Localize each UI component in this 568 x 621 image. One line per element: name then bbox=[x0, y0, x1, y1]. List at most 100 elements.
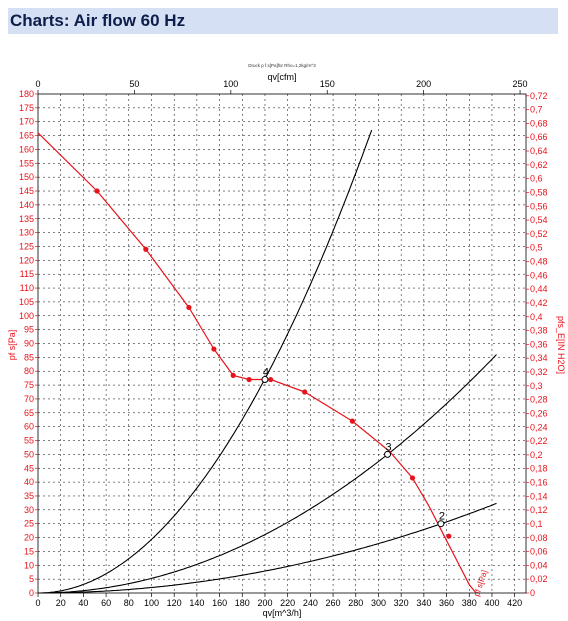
y-right-tick-label: 0,04 bbox=[530, 560, 548, 570]
y-tick-label: 125 bbox=[19, 241, 34, 251]
y-tick-label: 80 bbox=[24, 366, 34, 376]
y-right-tick-label: 0,06 bbox=[530, 547, 548, 557]
x-tick-label: 400 bbox=[484, 598, 499, 608]
y-right-tick-label: 0,4 bbox=[530, 312, 543, 322]
operating-point-label: 4 bbox=[263, 367, 269, 379]
y-tick-label: 70 bbox=[24, 394, 34, 404]
x-tick-label: 360 bbox=[439, 598, 454, 608]
fan-curve-marker bbox=[302, 389, 308, 395]
y-right-tick-label: 0,48 bbox=[530, 257, 548, 267]
x-tick-label: 200 bbox=[257, 598, 272, 608]
x-tick-label: 340 bbox=[416, 598, 431, 608]
y-right-tick-label: 0,54 bbox=[530, 215, 548, 225]
fan-curve-marker bbox=[246, 376, 252, 383]
y-tick-label: 95 bbox=[24, 325, 34, 335]
x-tick-label: 160 bbox=[212, 598, 227, 608]
operating-point bbox=[384, 450, 392, 458]
y-right-tick-label: 0,7 bbox=[530, 105, 543, 115]
x-tick-label: 180 bbox=[235, 598, 250, 608]
y-tick-label: 180 bbox=[19, 89, 34, 99]
fan-curve-marker bbox=[186, 304, 192, 311]
fan-curve-marker bbox=[211, 346, 217, 352]
system-curve bbox=[38, 354, 497, 594]
x-tick-label: 320 bbox=[394, 598, 409, 608]
x-tick-label: 220 bbox=[280, 598, 295, 608]
y-tick-label: 110 bbox=[20, 283, 34, 293]
y-right-tick-label: 0,58 bbox=[530, 187, 548, 197]
y-axis-right-label: pfs_E[IN H2O] bbox=[556, 316, 566, 374]
x-tick-label: 260 bbox=[326, 598, 341, 608]
y-right-tick-label: 0,24 bbox=[530, 422, 548, 432]
y-tick-label: 25 bbox=[24, 519, 34, 529]
x-top-tick-label: 250 bbox=[513, 79, 528, 89]
x-tick-label: 60 bbox=[101, 598, 111, 608]
x-tick-label: 20 bbox=[56, 598, 66, 608]
y-right-tick-label: 0,18 bbox=[530, 464, 548, 474]
x-top-tick-label: 50 bbox=[129, 79, 139, 89]
y-right-tick-label: 0,22 bbox=[530, 436, 548, 446]
y-right-tick-label: 0,36 bbox=[530, 339, 548, 349]
fan-curve-marker bbox=[349, 418, 355, 424]
x-axis-top-label: qv[cfm] bbox=[267, 72, 296, 82]
y-tick-label: 40 bbox=[24, 477, 34, 487]
y-right-tick-label: 0,34 bbox=[530, 353, 548, 363]
x-tick-label: 40 bbox=[78, 598, 88, 608]
y-right-tick-label: 0,14 bbox=[530, 491, 548, 501]
y-right-tick-label: 0,62 bbox=[530, 160, 548, 170]
fan-curve bbox=[37, 132, 477, 594]
y-tick-label: 100 bbox=[19, 311, 34, 321]
operating-point bbox=[261, 376, 269, 384]
y-right-tick-label: 0,12 bbox=[530, 505, 548, 515]
y-tick-label: 0 bbox=[29, 588, 34, 598]
y-right-tick-label: 0,44 bbox=[530, 284, 548, 294]
y-right-tick-label: 0,5 bbox=[530, 243, 543, 253]
y-right-tick-label: 0,3 bbox=[530, 381, 543, 391]
x-tick-label: 420 bbox=[507, 598, 522, 608]
y-right-tick-label: 0,26 bbox=[530, 408, 548, 418]
y-tick-label: 30 bbox=[24, 505, 34, 515]
x-tick-label: 0 bbox=[35, 598, 40, 608]
x-tick-label: 380 bbox=[462, 598, 477, 608]
y-axis-label: pf s[Pa] bbox=[7, 330, 17, 361]
operating-point-label: 3 bbox=[385, 441, 391, 453]
x-axis-label: qv[m^3/h] bbox=[263, 608, 302, 618]
y-right-tick-label: 0 bbox=[530, 588, 535, 598]
y-right-tick-label: 0,46 bbox=[530, 270, 548, 280]
fan-curve-marker bbox=[230, 372, 236, 378]
y-right-tick-label: 0,32 bbox=[530, 367, 548, 377]
y-right-tick-label: 0,56 bbox=[530, 201, 548, 211]
fan-curve-marker bbox=[143, 246, 149, 252]
y-right-tick-label: 0,02 bbox=[530, 574, 548, 584]
y-right-tick-label: 0,38 bbox=[530, 326, 548, 336]
header-bar bbox=[8, 8, 558, 34]
y-right-tick-label: 0,2 bbox=[530, 450, 543, 460]
y-right-tick-label: 0,64 bbox=[530, 146, 548, 156]
system-curve bbox=[38, 502, 497, 594]
x-top-tick-label: 150 bbox=[320, 79, 335, 89]
plot-frame bbox=[37, 93, 527, 594]
y-tick-label: 10 bbox=[24, 560, 34, 570]
y-tick-label: 165 bbox=[19, 131, 34, 141]
operating-point-label: 2 bbox=[439, 511, 445, 523]
y-tick-label: 50 bbox=[24, 449, 34, 459]
y-right-tick-label: 0,28 bbox=[530, 395, 548, 405]
x-top-tick-label: 100 bbox=[223, 79, 238, 89]
y-right-tick-label: 0,1 bbox=[530, 519, 543, 529]
y-right-tick-label: 0,66 bbox=[530, 132, 548, 142]
y-tick-label: 35 bbox=[24, 491, 34, 501]
y-tick-label: 120 bbox=[19, 255, 34, 265]
system-curve bbox=[38, 129, 373, 594]
y-tick-label: 85 bbox=[24, 352, 34, 362]
y-tick-label: 60 bbox=[24, 422, 34, 432]
fan-curve-marker bbox=[409, 475, 416, 481]
y-tick-label: 155 bbox=[19, 158, 34, 168]
y-right-tick-label: 0,68 bbox=[530, 118, 548, 128]
y-tick-label: 150 bbox=[19, 172, 34, 182]
y-tick-label: 145 bbox=[19, 186, 34, 196]
page-title: Charts: Air flow 60 Hz bbox=[10, 11, 186, 30]
y-tick-label: 20 bbox=[24, 533, 34, 543]
y-right-tick-label: 0,52 bbox=[530, 229, 548, 239]
x-tick-label: 120 bbox=[167, 598, 182, 608]
y-tick-label: 115 bbox=[20, 269, 34, 279]
